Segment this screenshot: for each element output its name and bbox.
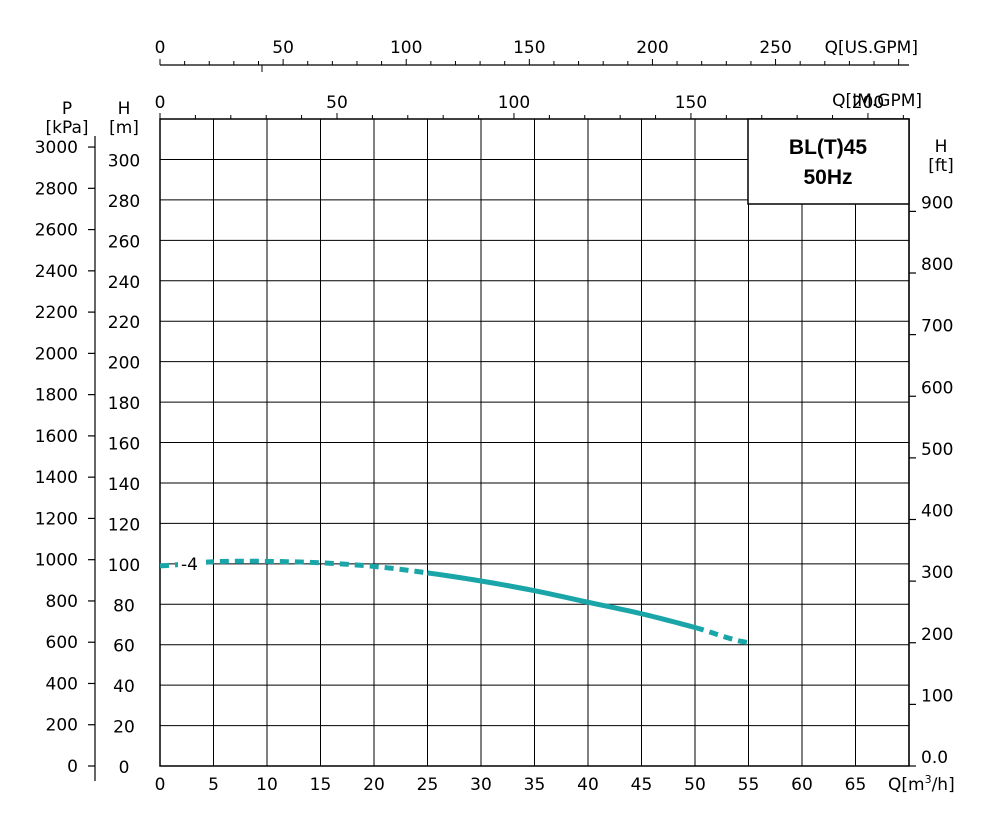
series-label-bg [178,553,206,575]
y-tick-label-kpa: 1200 [35,509,78,529]
y-tick-label-kpa: 2200 [35,303,78,323]
x-tick-label-m3h: 25 [417,775,439,795]
y-tick-label-kpa: 600 [46,633,78,653]
y-tick-label-kpa: 0 [67,757,78,777]
x-tick-label-m3h: 5 [208,775,219,795]
y-tick-label-kpa: 1600 [35,427,78,447]
x-tick-label-usgpm: 100 [390,38,422,58]
curve-solid-segment [427,570,696,630]
y-tick-label-ft: 700 [921,317,953,337]
y-tick-label-kpa: 1000 [35,551,78,571]
y-tick-label-ft: 100 [921,686,953,706]
flow-m3h-label-sup: 3 [925,773,932,786]
x-tick-label-imgpm: 200 [852,93,884,113]
x-tick-label-usgpm: 250 [759,38,791,58]
y-tick-label-m: 100 [108,556,140,576]
y-tick-label-m: 260 [108,232,140,252]
head-m-axis-unit: [m] [109,118,139,138]
y-tick-label-kpa: 3000 [35,138,78,158]
pressure-axis-unit: [kPa] [45,118,88,138]
x-tick-label-m3h: 30 [470,775,492,795]
y-tick-label-m: 300 [108,151,140,171]
y-tick-label-m: 180 [108,394,140,414]
y-tick-label-ft: 300 [921,563,953,583]
y-tick-label-m: 160 [108,435,140,455]
model-box: BL(T)45 50Hz [747,118,910,205]
y-tick-label-kpa: 200 [46,716,78,736]
curve-dashed-segment [694,625,749,646]
x-tick-label-imgpm: 100 [498,93,530,113]
y-tick-label-m: 220 [108,313,140,333]
series-label: -4 [181,555,198,575]
y-tick-label-m: 60 [113,637,135,657]
y-tick-label-kpa: 800 [46,592,78,612]
y-tick-label-kpa: 400 [46,674,78,694]
y-tick-label-ft: 900 [921,193,953,213]
x-tick-label-m3h: 40 [577,775,599,795]
flow-imgpm-axis-label: Q[IM.GPM] [832,91,922,111]
y-tick-label-kpa: 1400 [35,468,78,488]
y-tick-label-ft: 200 [921,625,953,645]
x-tick-label-m3h: 65 [845,775,867,795]
x-tick-label-m3h: 50 [684,775,706,795]
y-tick-label-m: 40 [113,677,135,697]
y-tick-label-ft: 400 [921,502,953,522]
head-m-axis-title: H [118,99,131,119]
y-tick-label-m: 140 [108,475,140,495]
y-tick-label-m: 80 [113,596,135,616]
x-tick-label-usgpm: 200 [636,38,668,58]
y-tick-label-ft: 500 [921,440,953,460]
head-ft-axis-unit: [ft] [928,156,954,176]
flow-usgpm-axis-label: Q[US.GPM] [825,38,918,58]
x-tick-label-usgpm: 150 [513,38,545,58]
pressure-axis-title: P [62,99,72,119]
model-name: BL(T)45 [789,136,867,159]
y-tick-label-m: 200 [108,354,140,374]
plot-grid [159,119,909,767]
x-tick-label-m3h: 0 [155,775,166,795]
x-tick-label-m3h: 35 [524,775,546,795]
x-tick-label-imgpm: 50 [326,93,348,113]
y-tick-label-ft: 800 [921,255,953,275]
y-tick-label-m: 280 [108,192,140,212]
y-tick-label-kpa: 2600 [35,221,78,241]
x-tick-label-m3h: 45 [631,775,653,795]
head-ft-axis-title: H [935,137,948,157]
y-tick-label-ft: 600 [921,378,953,398]
model-box-frame [747,118,910,205]
flow-m3h-label-main: Q[m [888,775,925,795]
y-tick-label-kpa: 2800 [35,179,78,199]
x-tick-label-imgpm: 0 [155,93,166,113]
curves-group [159,558,749,646]
x-tick-label-m3h: 20 [363,775,385,795]
flow-m3h-label-tail: /h] [932,775,955,795]
y-tick-label-kpa: 2400 [35,262,78,282]
x-tick-label-m3h: 15 [310,775,332,795]
y-tick-label-ft: 0.0 [921,748,948,768]
x-tick-label-m3h: 55 [738,775,760,795]
model-frequency: 50Hz [803,166,852,189]
x-tick-label-imgpm: 150 [675,93,707,113]
y-tick-label-m: 20 [113,718,135,738]
x-tick-label-m3h: 10 [256,775,278,795]
y-tick-label-m: 120 [108,515,140,535]
axes-group: 0 5 10 15 20 25 30 35 40 45 50 55 60 6502040608010012… [35,38,954,795]
y-tick-label-kpa: 1800 [35,386,78,406]
flow-m3h-axis-label: Q[m3/h] [888,773,955,795]
x-tick-label-usgpm: 50 [272,38,294,58]
y-tick-label-m: 240 [108,273,140,293]
y-tick-label-kpa: 2000 [35,344,78,364]
x-tick-label-usgpm: 0 [155,38,166,58]
x-tick-label-m3h: 60 [791,775,813,795]
y-tick-label-m: 0 [119,758,130,778]
